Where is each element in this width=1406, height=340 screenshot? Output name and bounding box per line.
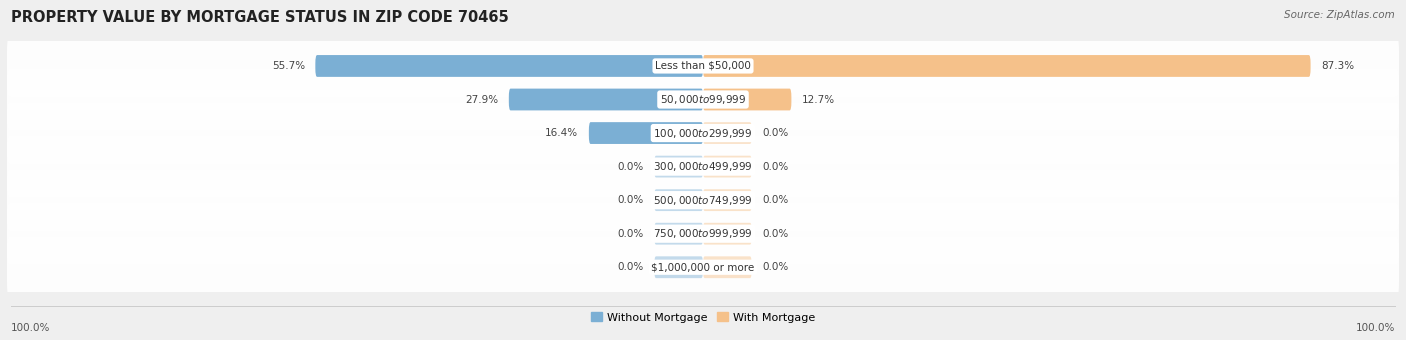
Text: 16.4%: 16.4%: [546, 128, 578, 138]
FancyBboxPatch shape: [654, 223, 703, 244]
Text: 87.3%: 87.3%: [1322, 61, 1354, 71]
Text: 12.7%: 12.7%: [801, 95, 835, 104]
Text: 0.0%: 0.0%: [617, 195, 644, 205]
Text: Source: ZipAtlas.com: Source: ZipAtlas.com: [1284, 10, 1395, 20]
Legend: Without Mortgage, With Mortgage: Without Mortgage, With Mortgage: [586, 308, 820, 327]
Text: 0.0%: 0.0%: [762, 262, 789, 272]
FancyBboxPatch shape: [7, 237, 1399, 298]
FancyBboxPatch shape: [7, 69, 1399, 130]
Text: 0.0%: 0.0%: [617, 262, 644, 272]
FancyBboxPatch shape: [703, 189, 752, 211]
FancyBboxPatch shape: [654, 189, 703, 211]
Text: 100.0%: 100.0%: [1355, 323, 1395, 333]
FancyBboxPatch shape: [7, 136, 1399, 197]
FancyBboxPatch shape: [7, 203, 1399, 264]
FancyBboxPatch shape: [703, 223, 752, 244]
Text: $100,000 to $299,999: $100,000 to $299,999: [654, 126, 752, 139]
FancyBboxPatch shape: [509, 89, 703, 111]
FancyBboxPatch shape: [703, 89, 792, 111]
Text: 0.0%: 0.0%: [762, 162, 789, 172]
FancyBboxPatch shape: [589, 122, 703, 144]
Text: $1,000,000 or more: $1,000,000 or more: [651, 262, 755, 272]
Text: $750,000 to $999,999: $750,000 to $999,999: [654, 227, 752, 240]
Text: $500,000 to $749,999: $500,000 to $749,999: [654, 194, 752, 207]
Text: PROPERTY VALUE BY MORTGAGE STATUS IN ZIP CODE 70465: PROPERTY VALUE BY MORTGAGE STATUS IN ZIP…: [11, 10, 509, 25]
FancyBboxPatch shape: [703, 156, 752, 177]
Text: 100.0%: 100.0%: [11, 323, 51, 333]
Text: 0.0%: 0.0%: [762, 229, 789, 239]
Text: Less than $50,000: Less than $50,000: [655, 61, 751, 71]
FancyBboxPatch shape: [703, 122, 752, 144]
Text: 0.0%: 0.0%: [762, 195, 789, 205]
FancyBboxPatch shape: [315, 55, 703, 77]
Text: $50,000 to $99,999: $50,000 to $99,999: [659, 93, 747, 106]
Text: $300,000 to $499,999: $300,000 to $499,999: [654, 160, 752, 173]
FancyBboxPatch shape: [654, 156, 703, 177]
Text: 55.7%: 55.7%: [271, 61, 305, 71]
Text: 27.9%: 27.9%: [465, 95, 498, 104]
FancyBboxPatch shape: [7, 35, 1399, 97]
Text: 0.0%: 0.0%: [617, 162, 644, 172]
Text: 0.0%: 0.0%: [762, 128, 789, 138]
FancyBboxPatch shape: [654, 256, 703, 278]
FancyBboxPatch shape: [703, 55, 1310, 77]
FancyBboxPatch shape: [703, 256, 752, 278]
FancyBboxPatch shape: [7, 170, 1399, 231]
FancyBboxPatch shape: [7, 103, 1399, 164]
Text: 0.0%: 0.0%: [617, 229, 644, 239]
